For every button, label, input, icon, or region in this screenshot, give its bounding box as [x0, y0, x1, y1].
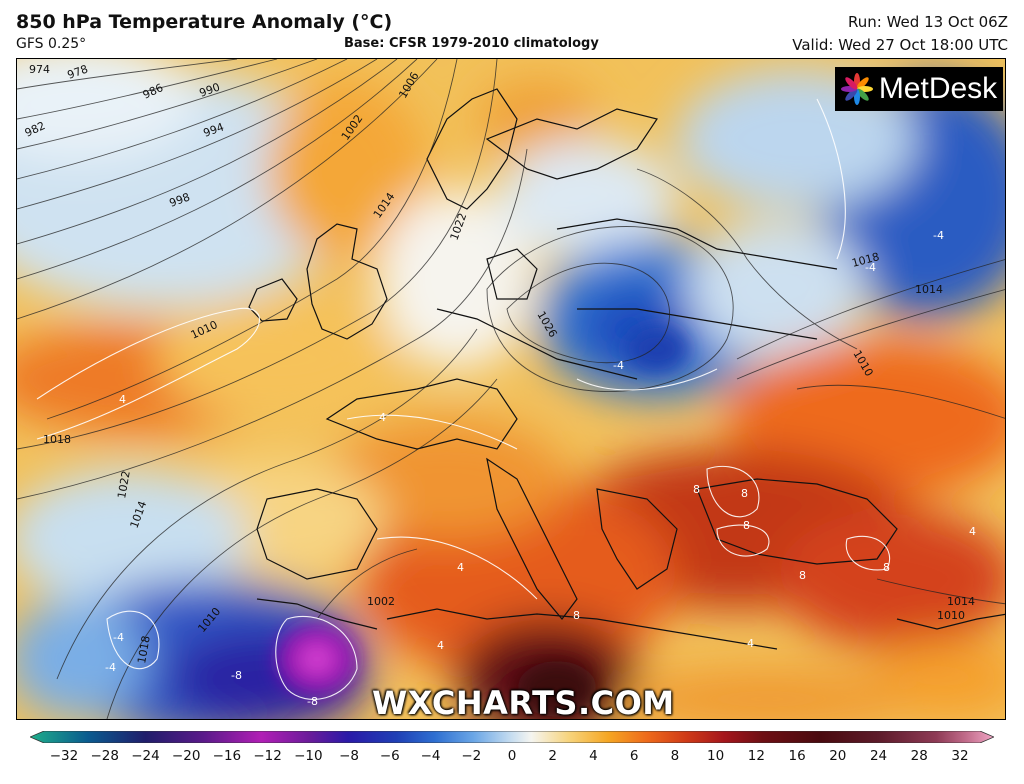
anomaly-label: 4 — [437, 639, 444, 652]
colorbar-tick-label: −32 — [49, 748, 79, 764]
colorbar-tick-label: −10 — [294, 748, 323, 764]
colorbar-tick-label: 0 — [507, 748, 517, 764]
anomaly-contours — [36, 98, 891, 700]
colorbar-tick-label: −12 — [253, 748, 282, 764]
colorbar-tick-label: −6 — [379, 748, 400, 764]
model-label: GFS 0.25° — [16, 36, 87, 52]
wxcharts-watermark: WXCHARTS.COM — [372, 684, 675, 720]
anomaly-label: -8 — [307, 695, 318, 708]
anomaly-label: 8 — [799, 569, 806, 582]
colorbar — [30, 731, 994, 743]
run-time-label: Run: Wed 13 Oct 06Z — [848, 13, 1008, 31]
anomaly-label: 8 — [693, 483, 700, 496]
colorbar-tick-label: −4 — [420, 748, 441, 764]
anomaly-label: 4 — [379, 411, 386, 424]
anomaly-label: -4 — [613, 359, 624, 372]
isobar-label: 1010 — [937, 609, 965, 622]
colorbar-tick-label: 4 — [589, 748, 598, 764]
isobar-label: 974 — [29, 63, 50, 76]
base-climatology-label: Base: CFSR 1979-2010 climatology — [344, 36, 599, 51]
colorbar-tick-label: 16 — [788, 748, 806, 764]
colorbar-tick-label: −2 — [461, 748, 482, 764]
colorbar-gradient — [30, 731, 994, 743]
colorbar-tick-label: −8 — [339, 748, 360, 764]
isobar-label: 1018 — [135, 635, 153, 665]
colorbar-ticks: −32 −28 −24 −20 −16 −12 −10 −8 −6 −4 −2 0 2 4 6 8 10 12 16… — [30, 748, 994, 768]
colorbar-tick-label: 12 — [747, 748, 765, 764]
anomaly-label: 8 — [741, 487, 748, 500]
coastlines — [248, 88, 1005, 650]
colorbar-tick-label: 20 — [829, 748, 847, 764]
isobar-label: 1014 — [947, 595, 975, 608]
chart-title: 850 hPa Temperature Anomaly (°C) — [16, 11, 393, 33]
isobar-label: 1018 — [43, 433, 71, 446]
colorbar-tick-label: −24 — [131, 748, 160, 764]
valid-time-label: Valid: Wed 27 Oct 18:00 UTC — [792, 36, 1008, 54]
colorbar-tick-label: −16 — [212, 748, 242, 764]
isobar-label: 1022 — [115, 470, 133, 500]
anomaly-label: -4 — [933, 229, 944, 242]
anomaly-extremes — [277, 327, 687, 717]
isobar-label: 1002 — [367, 595, 395, 608]
anomaly-label: 4 — [969, 525, 976, 538]
colorbar-tick-label: 32 — [951, 748, 969, 764]
colorbar-tick-label: 8 — [670, 748, 680, 764]
anomaly-label: 4 — [119, 393, 126, 406]
anomaly-labels: -4 4 -4 -4 4 8 8 8 8 8 8 -8 -8 4 4 4 -4 … — [105, 229, 976, 708]
anomaly-label: 4 — [457, 561, 464, 574]
anomaly-label: 8 — [573, 609, 580, 622]
isobar-lines — [17, 59, 1005, 719]
colorbar-tick-label: 28 — [910, 748, 928, 764]
anomaly-label: -4 — [865, 261, 876, 274]
colorbar-tick-label: −20 — [171, 748, 201, 764]
anomaly-field — [17, 59, 1005, 719]
colorbar-tick-label: 6 — [629, 748, 639, 764]
anomaly-label: -4 — [113, 631, 124, 644]
metdesk-flower-icon — [840, 73, 873, 105]
colorbar-tick-label: 24 — [869, 748, 888, 764]
map-canvas: 974 978 982 986 990 994 998 1002 1006 10… — [17, 59, 1005, 719]
anomaly-label: 8 — [883, 561, 890, 574]
anomaly-label: -4 — [105, 661, 116, 674]
colorbar-tick-label: −28 — [90, 748, 119, 764]
isobar-label: 1014 — [915, 283, 943, 296]
anomaly-label: -8 — [231, 669, 242, 682]
anomaly-label: 4 — [747, 637, 754, 650]
anomaly-map: 974 978 982 986 990 994 998 1002 1006 10… — [16, 58, 1006, 720]
anomaly-label: 8 — [743, 519, 750, 532]
colorbar-tick-label: 10 — [707, 748, 725, 764]
metdesk-logo-text: MetDesk — [878, 72, 998, 105]
colorbar-tick-label: 2 — [548, 748, 558, 764]
metdesk-logo: MetDesk — [835, 67, 1003, 111]
